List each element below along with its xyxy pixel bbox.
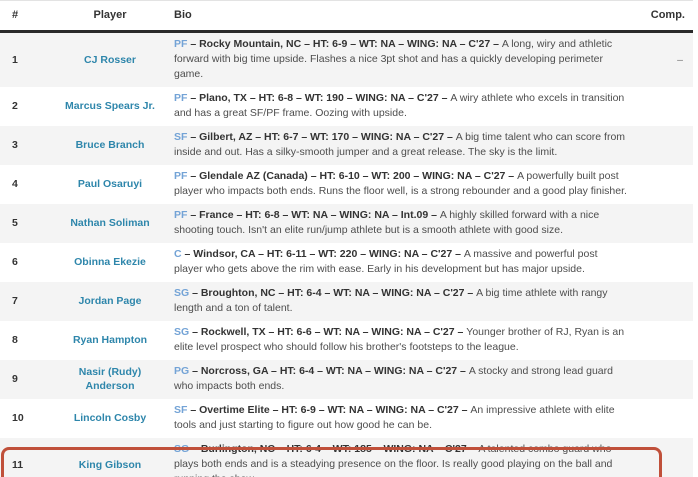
comp-cell [633,87,693,126]
bio-facts: – Overtime Elite – HT: 6-9 – WT: NA – WI… [187,404,471,416]
rank-cell: 9 [12,373,18,385]
comp-cell [633,204,693,243]
comp-cell [633,399,693,438]
bio-facts: – Glendale AZ (Canada) – HT: 6-10 – WT: … [187,170,518,182]
player-link[interactable]: Lincoln Cosby [73,412,147,424]
bio-cell: PF – Plano, TX – HT: 6-8 – WT: 190 – WIN… [168,87,633,126]
table-row: 4 Paul Osaruyi PF – Glendale AZ (Canada)… [0,165,693,204]
rank-cell: 11 [12,458,24,471]
position-code: SG [174,443,190,455]
comp-cell [633,243,693,282]
rank-cell: 4 [12,178,18,190]
table-body: 1 CJ Rosser PF – Rocky Mountain, NC – HT… [0,31,693,477]
bio-description: A big time athlete with rangy length and… [174,287,608,314]
bio-facts: – Plano, TX – HT: 6-8 – WT: 190 – WING: … [187,92,451,104]
bio-cell: SG – Broughton, NC – HT: 6-4 – WT: NA – … [168,282,633,321]
player-link[interactable]: Ryan Hampton [72,334,148,346]
position-code: PG [174,365,190,377]
rank-cell: 10 [12,412,24,424]
position-code: PF [174,209,188,221]
comp-cell [633,282,693,321]
position-code: SG [174,326,190,338]
table-row: 8 Ryan Hampton SG – Rockwell, TX – HT: 6… [0,321,693,360]
table-row: 9 Nasir (Rudy) Anderson PG – Norcross, G… [0,360,693,399]
bio-cell: PF – Rocky Mountain, NC – HT: 6-9 – WT: … [168,32,633,88]
bio-description: A stocky and strong lead guard who impac… [174,365,613,392]
player-link[interactable]: CJ Rosser [84,53,136,66]
bio-facts: – Rocky Mountain, NC – HT: 6-9 – WT: NA … [187,38,502,50]
comp-cell [633,165,693,204]
comp-cell [633,321,693,360]
bio-cell: PG – Norcross, GA – HT: 6-4 – WT: NA – W… [168,360,633,399]
bio-description: A big time talent who can score from ins… [174,131,626,158]
table-row: 10 Lincoln Cosby SF – Overtime Elite – H… [0,399,693,438]
comp-cell [633,360,693,399]
bio-cell: SG – Burlington, NC – HT: 6-4 – WT: 185 … [168,438,633,477]
table-row: 3 Bruce Branch SF – Gilbert, AZ – HT: 6-… [0,126,693,165]
position-code: C [174,248,182,260]
bio-description: A powerfully built post player who impac… [174,170,627,197]
bio-description: Younger brother of RJ, Ryan is an elite … [174,326,625,353]
header-bio: Bio [168,0,633,33]
rank-cell: 5 [12,217,18,229]
position-code: SG [174,287,190,299]
bio-cell: PF – France – HT: 6-8 – WT: NA – WING: N… [168,204,633,243]
player-link[interactable]: Obinna Ekezie [74,256,146,268]
player-link[interactable]: Paul Osaruyi [77,178,143,190]
player-link[interactable]: Nathan Soliman [70,217,150,229]
bio-facts: – Gilbert, AZ – HT: 6-7 – WT: 170 – WING… [187,131,456,143]
position-code: SF [174,404,188,416]
position-code: PF [174,170,188,182]
bio-description: A wiry athlete who excels in transition … [174,92,625,119]
rank-cell: 6 [12,256,18,268]
table-row: 5 Nathan Soliman PF – France – HT: 6-8 –… [0,204,693,243]
table-row: 2 Marcus Spears Jr. PF – Plano, TX – HT:… [0,87,693,126]
table-row: 6 Obinna Ekezie C – Windsor, CA – HT: 6-… [0,243,693,282]
table-row: 11 King Gibson SG – Burlington, NC – HT:… [0,438,693,477]
bio-facts: – Burlington, NC – HT: 6-4 – WT: 185 – W… [189,443,479,455]
rank-cell: 3 [12,139,18,151]
comp-cell [633,126,693,165]
bio-description: A long, wiry and athletic forward with b… [174,38,613,80]
header-rank: # [0,0,52,33]
player-link[interactable]: Nasir (Rudy) Anderson [78,366,142,392]
bio-cell: SF – Gilbert, AZ – HT: 6-7 – WT: 170 – W… [168,126,633,165]
position-code: PF [174,38,188,50]
player-link[interactable]: King Gibson [78,458,142,471]
bio-cell: PF – Glendale AZ (Canada) – HT: 6-10 – W… [168,165,633,204]
position-code: SF [174,131,188,143]
bio-cell: SF – Overtime Elite – HT: 6-9 – WT: NA –… [168,399,633,438]
bio-description: An impressive athlete with elite tools a… [174,404,615,431]
player-link[interactable]: Jordan Page [78,295,142,307]
player-link[interactable]: Marcus Spears Jr. [65,100,155,112]
header-player: Player [52,0,168,33]
bio-facts: – Rockwell, TX – HT: 6-6 – WT: NA – WING… [189,326,467,338]
bio-cell: C – Windsor, CA – HT: 6-11 – WT: 220 – W… [168,243,633,282]
bio-facts: – Norcross, GA – HT: 6-4 – WT: NA – WING… [189,365,469,377]
table-header: # Player Bio Comp. [0,0,693,33]
bio-facts: – Broughton, NC – HT: 6-4 – WT: NA – WIN… [189,287,477,299]
table-row: 7 Jordan Page SG – Broughton, NC – HT: 6… [0,282,693,321]
bio-description: A massive and powerful post player who g… [174,248,598,275]
bio-cell: SG – Rockwell, TX – HT: 6-6 – WT: NA – W… [168,321,633,360]
rank-cell: 7 [12,295,18,307]
bio-facts: – Windsor, CA – HT: 6-11 – WT: 220 – WIN… [181,248,464,260]
header-row: # Player Bio Comp. [0,0,693,33]
position-code: PF [174,92,188,104]
table-row: 1 CJ Rosser PF – Rocky Mountain, NC – HT… [0,31,693,88]
comp-cell: – [677,53,683,66]
bio-description: A talented combo guard who plays both en… [174,443,613,477]
bio-description: A highly skilled forward with a nice sho… [174,209,600,236]
rank-cell: 2 [12,100,18,112]
rank-cell: 1 [12,53,18,66]
rank-cell: 8 [12,334,18,346]
comp-cell [633,438,693,477]
bio-facts: – France – HT: 6-8 – WT: NA – WING: NA –… [187,209,440,221]
header-comp: Comp. [633,0,693,33]
player-link[interactable]: Bruce Branch [75,139,145,151]
